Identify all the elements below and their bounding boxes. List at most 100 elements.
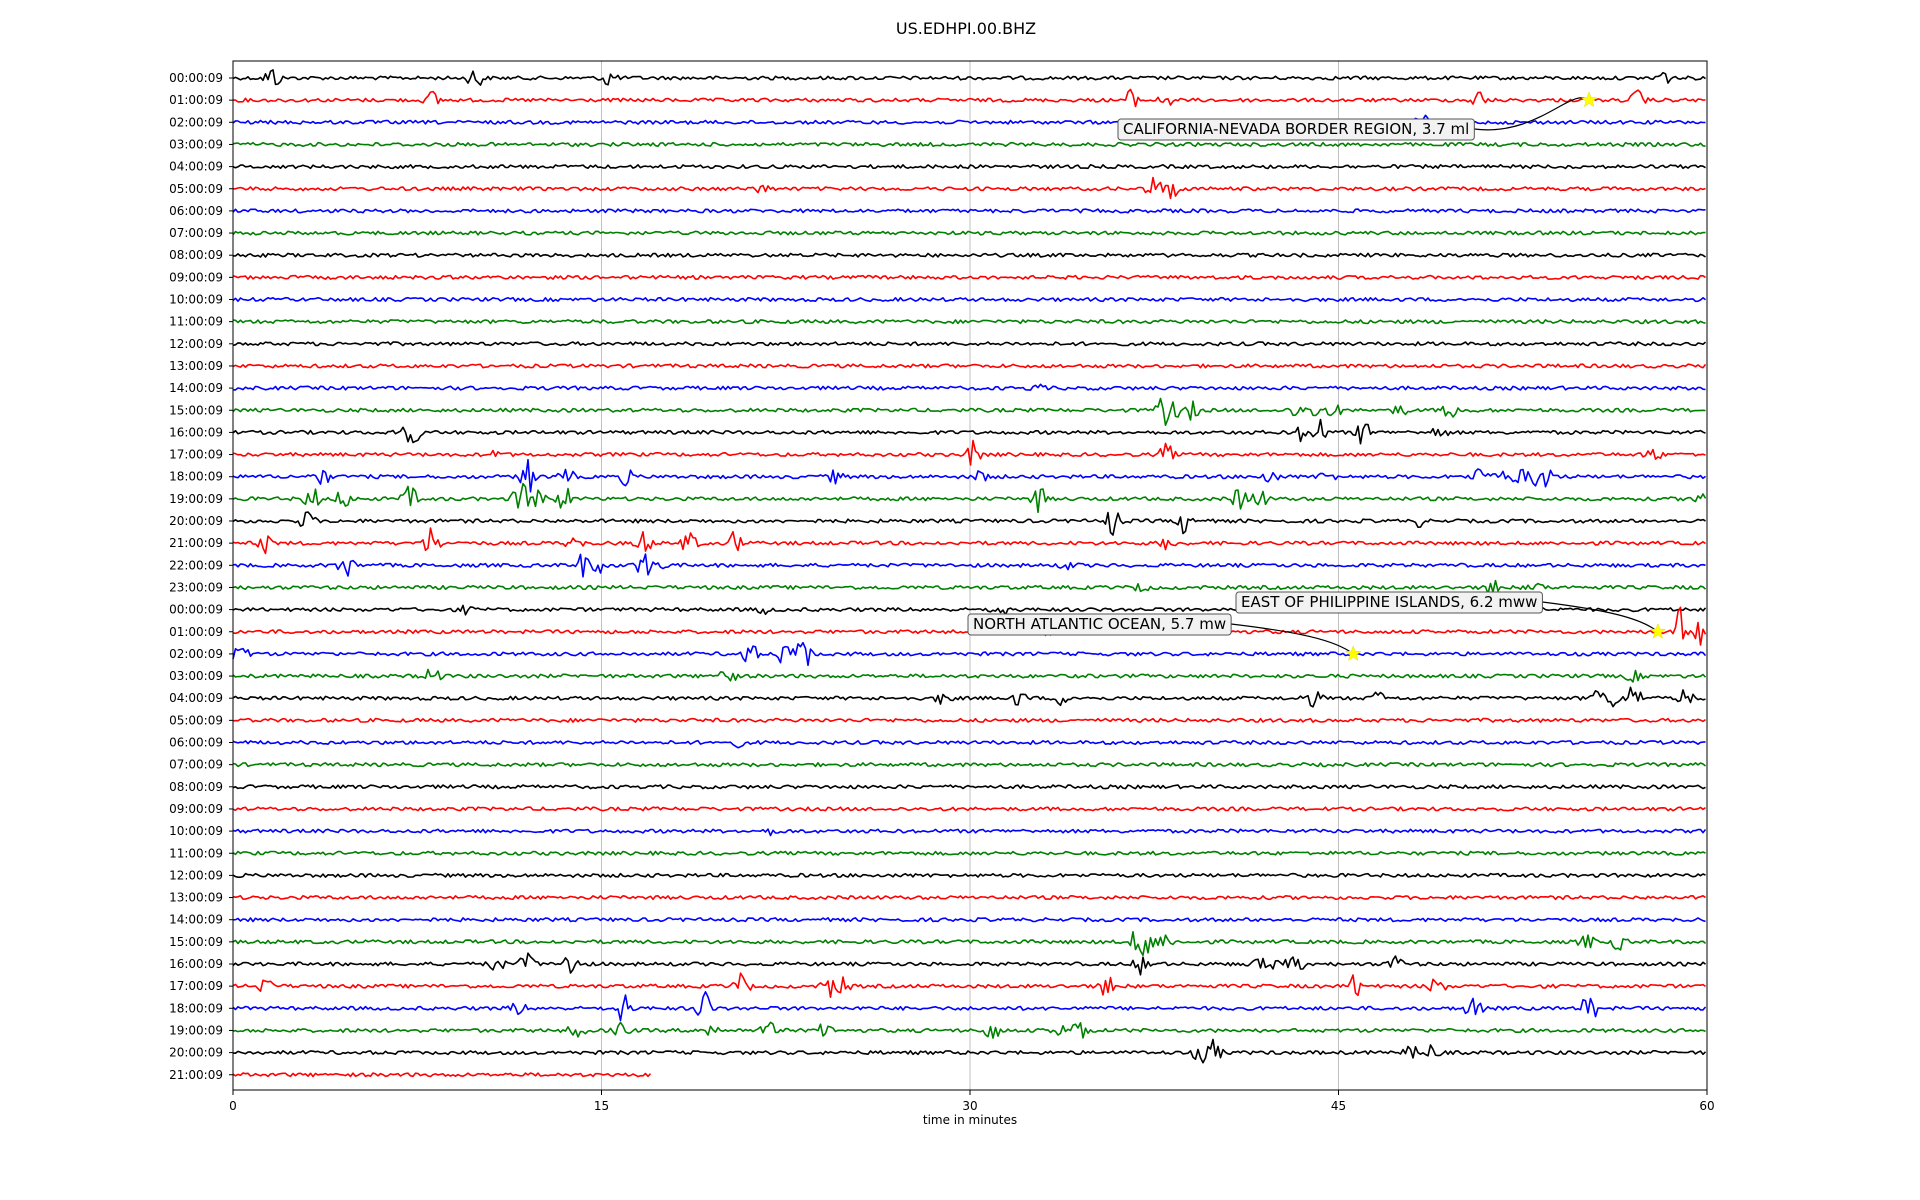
plot-frame [232, 60, 1708, 1091]
x-axis-ticks: 0 15 30 45 60 [229, 1090, 1715, 1113]
row-time-label: 08:00:09 [169, 780, 223, 794]
row-time-label: 11:00:09 [169, 846, 223, 860]
trace-row [232, 717, 1706, 723]
row-time-label: 11:00:09 [169, 315, 223, 329]
trace-row [232, 668, 1707, 683]
event-star-marker [1344, 645, 1362, 661]
row-time-label: 23:00:09 [169, 580, 223, 594]
row-time-label: 09:00:09 [169, 802, 223, 816]
trace-row [232, 872, 1706, 879]
event-annotation: NORTH ATLANTIC OCEAN, 5.7 mw [967, 613, 1362, 661]
event-star-marker [1649, 623, 1667, 639]
row-time-labels: 00:00:09 01:00:09 02:00:09 03:00:09 04:00:09… [169, 71, 233, 1082]
x-tick-label: 30 [962, 1099, 977, 1113]
row-time-label: 21:00:09 [169, 536, 223, 550]
row-time-label: 20:00:09 [169, 514, 223, 528]
trace-row [232, 363, 1707, 369]
row-time-label: 21:00:09 [169, 1068, 223, 1082]
event-label-box [1235, 591, 1543, 614]
event-label: CALIFORNIA-NEVADA BORDER REGION, 3.7 ml [1123, 120, 1469, 138]
trace-row [232, 1038, 1707, 1064]
trace-row [232, 1021, 1706, 1039]
event-label: NORTH ATLANTIC OCEAN, 5.7 mw [973, 615, 1226, 633]
row-time-label: 03:00:09 [169, 669, 223, 683]
trace-row [232, 141, 1706, 147]
row-time-label: 07:00:09 [169, 226, 223, 240]
event-label-box [1117, 118, 1475, 141]
grid-lines [601, 61, 1339, 1090]
trace-row [232, 641, 1707, 667]
event-connector [1474, 97, 1590, 131]
row-time-label: 00:00:09 [169, 603, 223, 617]
row-time-label: 14:00:09 [169, 381, 223, 395]
row-time-label: 05:00:09 [169, 713, 223, 727]
row-time-label: 02:00:09 [169, 647, 223, 661]
trace-row [232, 383, 1706, 391]
row-time-label: 22:00:09 [169, 558, 223, 572]
row-time-label: 03:00:09 [169, 137, 223, 151]
trace-row [232, 458, 1706, 493]
row-time-label: 05:00:09 [169, 182, 223, 196]
row-time-label: 19:00:09 [169, 492, 223, 506]
x-tick-label: 0 [229, 1099, 237, 1113]
event-label: EAST OF PHILIPPINE ISLANDS, 6.2 mww [1241, 593, 1537, 611]
trace-row [232, 1072, 652, 1078]
row-time-label: 08:00:09 [169, 248, 223, 262]
row-time-label: 15:00:09 [169, 403, 223, 417]
row-time-label: 16:00:09 [169, 957, 223, 971]
row-time-label: 00:00:09 [169, 71, 223, 85]
row-time-label: 18:00:09 [169, 470, 223, 484]
trace-row [232, 296, 1706, 303]
trace-row [232, 784, 1706, 790]
trace-row [232, 397, 1706, 427]
row-time-label: 09:00:09 [169, 270, 223, 284]
trace-row [232, 69, 1706, 86]
row-time-label: 14:00:09 [169, 913, 223, 927]
event-annotations: CALIFORNIA-NEVADA BORDER REGION, 3.7 ml E… [967, 91, 1667, 661]
trace-row [232, 114, 1706, 131]
event-annotation: EAST OF PHILIPPINE ISLANDS, 6.2 mww [1235, 591, 1667, 639]
row-time-label: 18:00:09 [169, 1001, 223, 1015]
row-time-label: 01:00:09 [169, 93, 223, 107]
trace-row [232, 439, 1706, 466]
trace-row [232, 511, 1706, 536]
trace-row [232, 208, 1706, 214]
trace-row [232, 319, 1706, 325]
x-tick-label: 45 [1331, 1099, 1346, 1113]
event-connector [1231, 623, 1354, 655]
row-time-label: 06:00:09 [169, 736, 223, 750]
row-time-label: 17:00:09 [169, 448, 223, 462]
row-time-label: 12:00:09 [169, 868, 223, 882]
trace-row [233, 252, 1706, 258]
trace-row [232, 806, 1706, 812]
row-time-label: 12:00:09 [169, 337, 223, 351]
row-time-label: 16:00:09 [169, 425, 223, 439]
trace-row [232, 952, 1706, 976]
row-time-label: 19:00:09 [169, 1023, 223, 1037]
trace-row [232, 917, 1706, 923]
row-time-label: 10:00:09 [169, 293, 223, 307]
row-time-label: 04:00:09 [169, 691, 223, 705]
chart-title: US.EDHPI.00.BHZ [896, 19, 1036, 38]
row-time-label: 13:00:09 [169, 359, 223, 373]
row-time-label: 15:00:09 [169, 935, 223, 949]
row-time-label: 02:00:09 [169, 115, 223, 129]
row-time-label: 20:00:09 [169, 1046, 223, 1060]
event-star-marker [1580, 91, 1598, 108]
trace-row [232, 579, 1707, 595]
event-label-box [967, 613, 1232, 636]
event-connector [1542, 601, 1659, 633]
row-time-label: 06:00:09 [169, 204, 223, 218]
trace-row [232, 686, 1706, 708]
trace-row [232, 930, 1707, 957]
row-time-label: 01:00:09 [169, 625, 223, 639]
trace-row [233, 176, 1706, 200]
trace-row [232, 828, 1707, 837]
row-time-label: 17:00:09 [169, 979, 223, 993]
row-time-label: 04:00:09 [169, 160, 223, 174]
trace-row [232, 762, 1706, 768]
trace-row [232, 274, 1706, 280]
trace-row [232, 739, 1706, 749]
x-axis-label: time in minutes [923, 1113, 1017, 1127]
